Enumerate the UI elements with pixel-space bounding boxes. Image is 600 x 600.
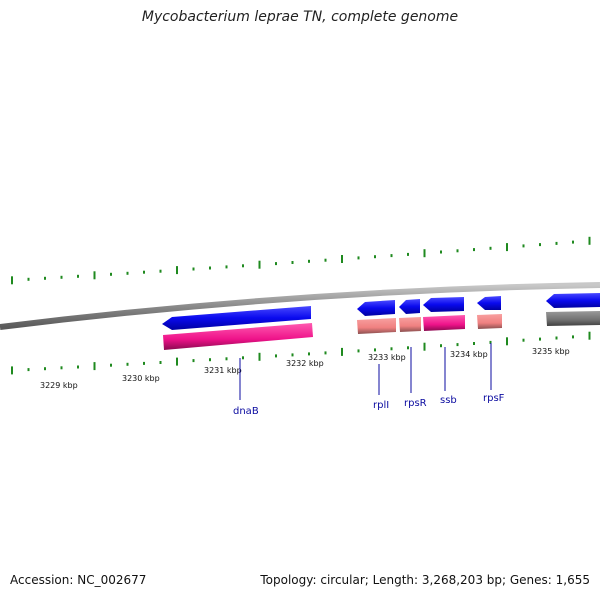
scale-label: 3230 kbp: [122, 374, 160, 383]
gene-label-rpsf[interactable]: rpsF: [483, 393, 505, 404]
cds-track: [162, 293, 600, 330]
outer-tick-ring: [11, 236, 591, 285]
cds-arrow-rpsr: [399, 299, 420, 314]
scale-label: 3231 kbp: [204, 366, 242, 375]
scale-label: 3235 kbp: [532, 347, 570, 356]
gene-block-ssb: [423, 315, 465, 331]
accession-text: Accession: NC_002677: [10, 573, 147, 587]
genome-summary-text: Topology: circular; Length: 3,268,203 bp…: [260, 573, 590, 587]
scale-label: 3233 kbp: [368, 353, 406, 362]
gene-labels: dnaB rplI rpsR ssb rpsF: [233, 393, 505, 417]
gene-block-rpsr: [399, 317, 421, 332]
map-title: Mycobacterium leprae TN, complete genome: [141, 9, 459, 25]
gene-block-rpsf: [477, 314, 502, 329]
cds-arrow-next: [546, 293, 600, 308]
gene-leaders: [239, 343, 492, 400]
gene-block-rpli: [357, 318, 396, 334]
gene-label-dnab[interactable]: dnaB: [233, 406, 259, 417]
cds-arrow-ssb: [423, 297, 464, 312]
cds-arrow-rpsf: [477, 296, 501, 310]
scale-labels: 3229 kbp 3230 kbp 3231 kbp 3232 kbp 3233…: [40, 347, 570, 390]
inner-tick-ring: [11, 331, 591, 375]
cds-arrow-dnab: [162, 306, 311, 330]
gene-block-next: [546, 311, 600, 326]
gene-label-rpli[interactable]: rplI: [373, 400, 389, 411]
gene-track: [163, 311, 600, 350]
cds-arrow-rpli: [357, 300, 395, 316]
scale-label: 3229 kbp: [40, 381, 78, 390]
genome-backbone: [0, 282, 600, 330]
scale-label: 3232 kbp: [286, 359, 324, 368]
gene-block-dnab: [163, 323, 313, 350]
gene-label-rpsr[interactable]: rpsR: [404, 398, 427, 409]
gene-label-ssb[interactable]: ssb: [440, 395, 457, 406]
scale-label: 3234 kbp: [450, 350, 488, 359]
